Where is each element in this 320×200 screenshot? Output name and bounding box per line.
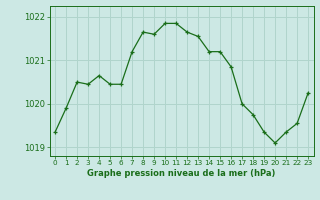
X-axis label: Graphe pression niveau de la mer (hPa): Graphe pression niveau de la mer (hPa) (87, 169, 276, 178)
